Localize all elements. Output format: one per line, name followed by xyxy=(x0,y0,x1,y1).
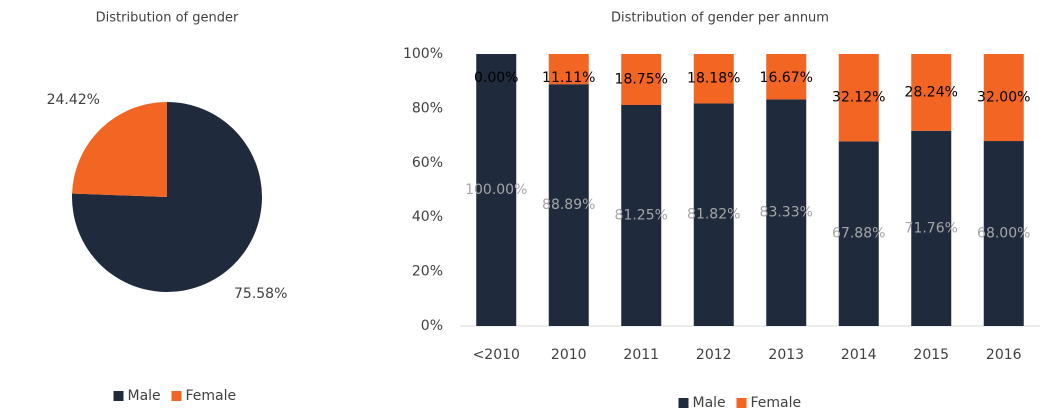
data-label: 28.24% xyxy=(905,84,958,100)
bar-segment xyxy=(838,141,879,326)
legend-swatch xyxy=(171,391,182,401)
y-tick-label: 40% xyxy=(412,209,443,225)
data-label: 100.00% xyxy=(465,182,527,198)
legend-label: Male xyxy=(693,395,726,411)
x-tick-label: 2013 xyxy=(768,347,804,363)
bar-segment xyxy=(983,141,1024,326)
bar-segment xyxy=(476,54,517,326)
bar-segment xyxy=(838,54,879,142)
y-tick-label: 100% xyxy=(403,46,443,62)
bar-segment xyxy=(983,54,1024,142)
data-label: 16.67% xyxy=(760,70,813,86)
legend-label: Male xyxy=(128,388,161,404)
y-tick-label: 20% xyxy=(412,264,443,280)
data-label: 32.00% xyxy=(977,90,1030,106)
bar-segment xyxy=(911,54,952,131)
x-tick-label: 2016 xyxy=(986,347,1022,363)
x-tick-label: 2010 xyxy=(551,347,587,363)
data-label: 11.11% xyxy=(542,70,595,86)
bar-segment xyxy=(693,103,734,326)
data-label: 18.18% xyxy=(687,71,740,87)
data-label: 24.42% xyxy=(47,92,100,108)
x-tick-label: <2010 xyxy=(473,347,520,363)
pie-slice xyxy=(72,102,167,197)
y-tick-label: 80% xyxy=(412,100,443,116)
data-label: 81.25% xyxy=(615,208,668,224)
data-label: 83.33% xyxy=(760,205,813,221)
bar-segment xyxy=(621,105,662,326)
data-label: 75.58% xyxy=(234,286,287,302)
bar-segment xyxy=(548,84,589,326)
y-tick-label: 0% xyxy=(421,318,443,334)
legend-swatch xyxy=(678,398,689,408)
data-label: 18.75% xyxy=(615,72,668,88)
legend-label: Female xyxy=(186,388,237,404)
data-label: 88.89% xyxy=(542,197,595,213)
bar-segment xyxy=(766,54,807,100)
bar-segment xyxy=(911,130,952,326)
data-label: 0.00% xyxy=(474,70,518,86)
legend-swatch xyxy=(113,391,124,401)
data-label: 68.00% xyxy=(977,226,1030,242)
legend-swatch xyxy=(736,398,747,408)
bar-segment xyxy=(693,54,734,104)
bar-segment xyxy=(766,99,807,326)
data-label: 32.12% xyxy=(832,90,885,106)
legend-label: Female xyxy=(751,395,802,411)
data-label: 67.88% xyxy=(832,226,885,242)
chart-title: Distribution of gender xyxy=(96,11,239,26)
x-tick-label: 2012 xyxy=(696,347,732,363)
y-tick-label: 60% xyxy=(412,155,443,171)
bar-segment xyxy=(548,54,589,85)
x-tick-label: 2014 xyxy=(841,347,877,363)
data-label: 71.76% xyxy=(905,220,958,236)
x-tick-label: 2015 xyxy=(913,347,949,363)
x-tick-label: 2011 xyxy=(623,347,659,363)
data-label: 81.82% xyxy=(687,207,740,223)
bar-segment xyxy=(621,54,662,105)
chart-title: Distribution of gender per annum xyxy=(611,11,829,26)
